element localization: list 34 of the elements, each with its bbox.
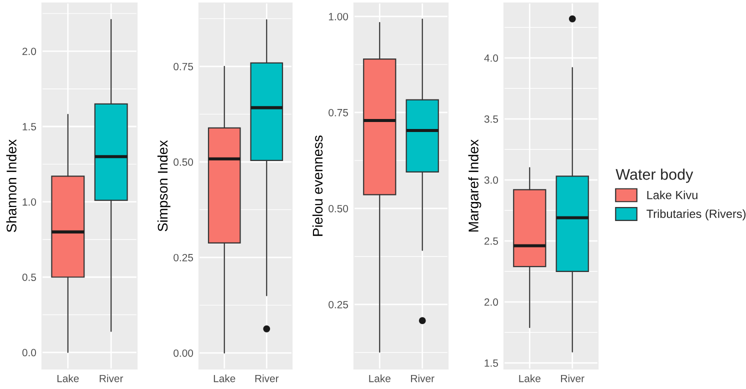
y-tick-label: 0.50 [328, 204, 348, 212]
y-tick-label: 1.00 [328, 12, 348, 20]
y-axis-title: Margaref Index [468, 139, 482, 232]
y-tick-label: 2.0 [22, 48, 36, 56]
y-tick-label: 0.0 [22, 348, 36, 356]
y-axis-title: Simpson Index [157, 140, 170, 232]
x-tick-label: Lake [214, 374, 236, 382]
x-tick-label: River [561, 374, 584, 382]
y-tick-label: 0.50 [174, 158, 194, 166]
y-tick-label: 1.5 [484, 360, 498, 367]
y-tick-label: 3.5 [484, 115, 498, 123]
y-tick-label: 0.00 [174, 349, 194, 357]
x-tick-label: Lake [519, 374, 540, 382]
y-axis-title: Shannon Index [6, 139, 16, 232]
y-tick-label: 2.0 [484, 298, 498, 306]
x-tick-label: River [100, 374, 124, 382]
x-tick-label: River [411, 374, 434, 382]
legend-label: Tributaries (Rivers) [646, 209, 746, 220]
y-tick-label: 0.25 [174, 254, 194, 262]
y-tick-label: 3.0 [484, 176, 498, 184]
y-tick-label: 0.75 [174, 62, 194, 70]
x-tick-label: Lake [57, 374, 79, 382]
legend-label: Lake Kivu [647, 190, 698, 200]
y-axis-title: Pielou evenness [312, 136, 323, 236]
x-tick-label: River [255, 374, 279, 382]
y-tick-label: 1.5 [22, 123, 36, 130]
legend-title: Water body [616, 168, 694, 183]
y-tick-label: 1.0 [22, 198, 36, 206]
y-tick-label: 2.5 [484, 237, 498, 245]
x-tick-label: Lake [369, 374, 390, 382]
y-tick-label: 0.5 [22, 274, 36, 281]
y-tick-label: 4.0 [484, 54, 498, 62]
y-tick-label: 0.75 [328, 108, 348, 116]
y-tick-label: 0.25 [328, 300, 348, 308]
